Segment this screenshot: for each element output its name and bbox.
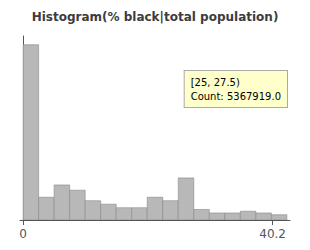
svg-text:[25, 27.5): [25, 27.5)	[191, 77, 240, 88]
svg-text:0: 0	[19, 227, 27, 241]
svg-text:40.2: 40.2	[259, 227, 286, 241]
svg-text:Histogram(% black|total popula: Histogram(% black|total population)	[32, 10, 279, 24]
svg-text:Count: 5367919.0: Count: 5367919.0	[191, 91, 281, 102]
